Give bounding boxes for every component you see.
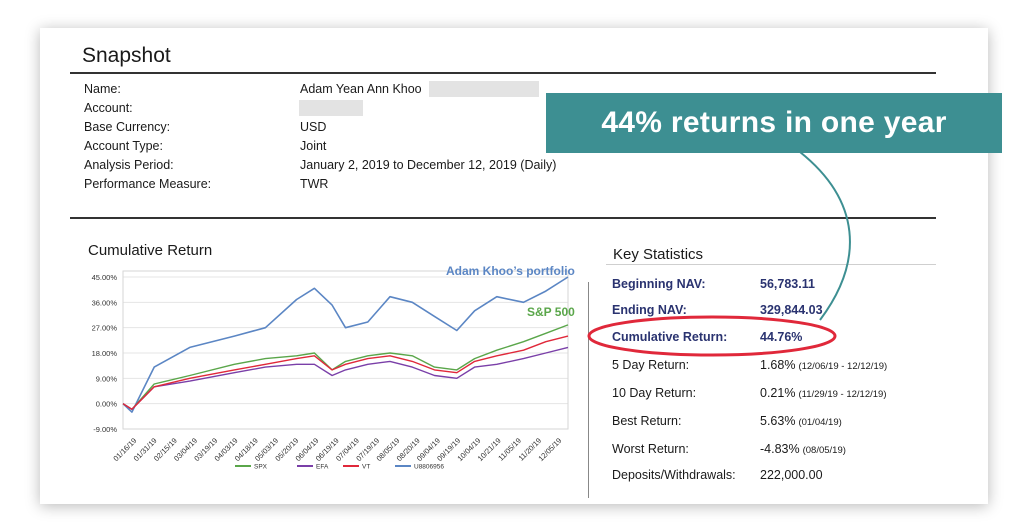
key-stat-label: Beginning NAV:	[612, 277, 706, 291]
snapshot-row-value: Joint	[300, 139, 327, 153]
redaction-block	[429, 81, 539, 97]
snapshot-row-value: USD	[300, 120, 327, 134]
snapshot-row-value: Adam Yean Ann Khoo	[300, 82, 422, 96]
key-stat-value-text: 1.68%	[760, 358, 796, 372]
key-stat-value-text: 329,844.03	[760, 303, 823, 317]
section-divider	[70, 72, 936, 74]
snapshot-row-value: TWR	[300, 177, 329, 191]
key-statistics-title: Key Statistics	[613, 246, 704, 263]
snapshot-row-label: Account Type:	[84, 139, 163, 153]
key-stat-label: 5 Day Return:	[612, 358, 690, 372]
snapshot-row-label: Account:	[84, 101, 133, 115]
key-stat-period: (01/04/19)	[798, 417, 842, 428]
snapshot-row-label: Name:	[84, 82, 121, 96]
snapshot-row-label: Performance Measure:	[84, 177, 212, 191]
returns-callout: 44% returns in one year	[546, 93, 1002, 153]
redaction-block	[299, 100, 363, 116]
key-stat-value-text: -4.83%	[760, 442, 800, 456]
snapshot-title: Snapshot	[82, 44, 171, 67]
key-stat-label: Cumulative Return:	[612, 330, 728, 344]
snapshot-row-label: Base Currency:	[84, 120, 171, 134]
key-stat-value-text: 222,000.00	[760, 468, 823, 482]
key-stat-period: (08/05/19)	[802, 445, 846, 456]
column-divider	[588, 282, 589, 498]
key-stat-value: 5.63% (01/04/19)	[760, 412, 842, 432]
key-stat-value: 1.68% (12/06/19 - 12/12/19)	[760, 356, 887, 376]
key-stat-value: 56,783.11	[760, 275, 815, 293]
key-stat-value: 0.21% (11/29/19 - 12/12/19)	[760, 384, 886, 404]
key-statistics-underline	[606, 264, 936, 265]
snapshot-row-value: January 2, 2019 to December 12, 2019 (Da…	[300, 158, 557, 172]
key-stat-period: (11/29/19 - 12/12/19)	[798, 389, 887, 400]
key-stat-label: 10 Day Return:	[612, 386, 697, 400]
key-stat-value-text: 5.63%	[760, 414, 796, 428]
key-stat-value: 222,000.00	[760, 466, 823, 484]
key-stat-period: (12/06/19 - 12/12/19)	[798, 361, 888, 372]
key-stat-value-text: 44.76%	[760, 330, 803, 344]
cumulative-return-title: Cumulative Return	[88, 242, 213, 259]
section-divider	[70, 217, 936, 219]
key-stat-value: 329,844.03	[760, 301, 823, 319]
key-stat-value: 44.76%	[760, 328, 802, 346]
key-stat-label: Ending NAV:	[612, 303, 687, 317]
key-stat-label: Worst Return:	[612, 442, 689, 456]
key-stat-value-text: 56,783.11	[760, 277, 815, 291]
key-stat-label: Deposits/Withdrawals:	[612, 468, 736, 482]
snapshot-row-label: Analysis Period:	[84, 158, 174, 172]
key-stat-value-text: 0.21%	[760, 386, 796, 400]
key-stat-label: Best Return:	[612, 414, 682, 428]
key-stat-value: -4.83% (08/05/19)	[760, 440, 846, 460]
